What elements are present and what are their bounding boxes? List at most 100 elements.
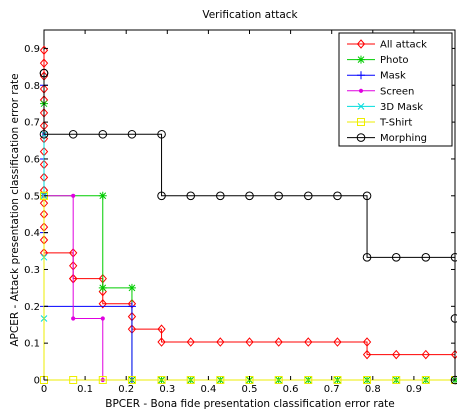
chart-title: Verification attack xyxy=(202,9,298,21)
legend-label-t-shirt: T-Shirt xyxy=(379,118,412,129)
x-tick-label: 0.1 xyxy=(77,384,93,395)
x-tick-label: 0.7 xyxy=(324,384,340,395)
data-point-morphing xyxy=(157,129,166,139)
series-line-morphing xyxy=(43,73,456,380)
data-point-morphing xyxy=(362,191,372,201)
data-point-morphing xyxy=(157,191,166,201)
data-point-all-attack xyxy=(216,337,225,347)
data-point-all-attack xyxy=(304,337,313,347)
legend-item-photo: Photo xyxy=(347,55,409,66)
y-tick-label: 0.8 xyxy=(24,81,40,92)
data-point-t-shirt xyxy=(392,376,401,384)
series-line-t-shirt xyxy=(43,195,455,381)
x-axis-label: BPCER - Bona fide presentation classific… xyxy=(105,398,395,410)
data-point-all-attack xyxy=(186,337,195,347)
legend-marker-t-shirt xyxy=(357,118,365,126)
legend-marker-3d-mask xyxy=(357,103,365,110)
legend-box xyxy=(338,32,453,147)
data-point-all-attack xyxy=(362,349,372,360)
series-layer xyxy=(39,45,457,385)
data-point-all-attack xyxy=(333,337,342,347)
x-tick-label: 0.2 xyxy=(118,384,134,395)
data-point-morphing xyxy=(98,129,108,139)
legend-item-mask: Mask xyxy=(347,71,406,82)
data-point-all-attack xyxy=(421,349,430,360)
y-tick-label: 0.3 xyxy=(24,265,40,276)
y-tick-label: 0 xyxy=(34,376,40,387)
legend-item-morphing: Morphing xyxy=(347,133,427,144)
data-point-morphing xyxy=(186,191,196,201)
data-point-photo xyxy=(127,283,136,292)
series-t-shirt xyxy=(40,191,457,384)
y-tick-label: 0.6 xyxy=(24,154,40,165)
legend-item-t-shirt: T-Shirt xyxy=(347,118,412,129)
legend-label-mask: Mask xyxy=(380,71,406,82)
data-point-all-attack xyxy=(362,337,372,347)
series-morphing xyxy=(39,68,457,385)
y-axis-label: APCER - Attack presentation classificati… xyxy=(9,73,21,346)
data-point-morphing xyxy=(127,129,137,139)
data-point-morphing xyxy=(333,191,342,201)
data-point-t-shirt xyxy=(304,376,313,384)
legend-label-all-attack: All attack xyxy=(380,40,427,51)
data-point-morphing xyxy=(303,191,313,201)
data-point-t-shirt xyxy=(363,376,372,384)
data-point-morphing xyxy=(245,191,254,201)
data-point-t-shirt xyxy=(186,376,195,384)
data-point-all-attack xyxy=(157,324,166,334)
legend-marker-morphing xyxy=(356,133,366,142)
x-tick-label: 0.8 xyxy=(365,384,381,395)
data-point-morphing xyxy=(421,253,431,262)
legend-marker-photo xyxy=(357,55,365,64)
data-point-screen xyxy=(100,316,105,321)
data-point-morphing xyxy=(274,191,283,201)
y-tick-label: 0.2 xyxy=(24,302,40,313)
y-tick-label: 0.4 xyxy=(24,228,40,239)
data-point-morphing xyxy=(391,253,401,262)
data-point-all-attack xyxy=(157,337,166,347)
data-point-all-attack xyxy=(98,298,107,309)
legend: All attack Photo Mask Screen 3D Mask T-Shirt M… xyxy=(338,32,453,147)
legend-item-3d-mask: 3D Mask xyxy=(347,102,423,113)
x-tick-label: 0.3 xyxy=(159,384,175,395)
legend-label-3d-mask: 3D Mask xyxy=(380,102,423,113)
data-point-screen xyxy=(71,193,76,198)
data-point-morphing xyxy=(450,253,457,262)
legend-item-all-attack: All attack xyxy=(347,39,427,51)
y-tick-label: 0.1 xyxy=(24,339,40,350)
data-point-morphing xyxy=(216,191,225,201)
legend-marker-all-attack xyxy=(356,39,366,49)
data-point-t-shirt xyxy=(157,376,166,384)
data-point-morphing xyxy=(362,253,372,262)
x-tick-label: 0 xyxy=(41,384,47,395)
data-point-t-shirt xyxy=(69,376,78,384)
data-point-mask xyxy=(127,302,136,311)
legend-label-morphing: Morphing xyxy=(380,133,427,144)
data-point-t-shirt xyxy=(333,376,342,384)
x-tick-label: 0.6 xyxy=(283,384,299,395)
data-point-morphing xyxy=(68,129,78,139)
data-point-t-shirt xyxy=(421,376,430,384)
data-point-all-attack xyxy=(274,337,283,347)
y-tick-label: 0.9 xyxy=(24,44,40,55)
y-axis: 0 0.1 0.2 0.3 0.4 0.5 0.6 0.7 0.8 0.9 xyxy=(24,44,455,387)
data-point-t-shirt xyxy=(274,376,283,384)
x-tick-label: 0.9 xyxy=(406,384,422,395)
y-tick-label: 0.5 xyxy=(24,191,40,202)
data-point-photo xyxy=(98,283,107,292)
data-point-t-shirt xyxy=(216,376,225,384)
data-point-all-attack xyxy=(39,45,49,56)
x-axis: 0 0.1 0.2 0.3 0.4 0.5 0.6 0.7 0.8 0.9 xyxy=(41,30,422,395)
data-point-all-attack xyxy=(39,58,49,68)
data-point-morphing xyxy=(39,68,49,78)
legend-marker-screen xyxy=(358,88,364,93)
x-tick-label: 0.4 xyxy=(200,384,216,395)
data-point-screen xyxy=(71,316,76,321)
legend-label-photo: Photo xyxy=(380,55,409,66)
legend-label-screen: Screen xyxy=(380,86,414,97)
data-point-all-attack xyxy=(392,349,401,360)
y-tick-label: 0.7 xyxy=(24,118,40,129)
data-point-morphing xyxy=(39,129,49,139)
legend-marker-mask xyxy=(357,71,365,80)
